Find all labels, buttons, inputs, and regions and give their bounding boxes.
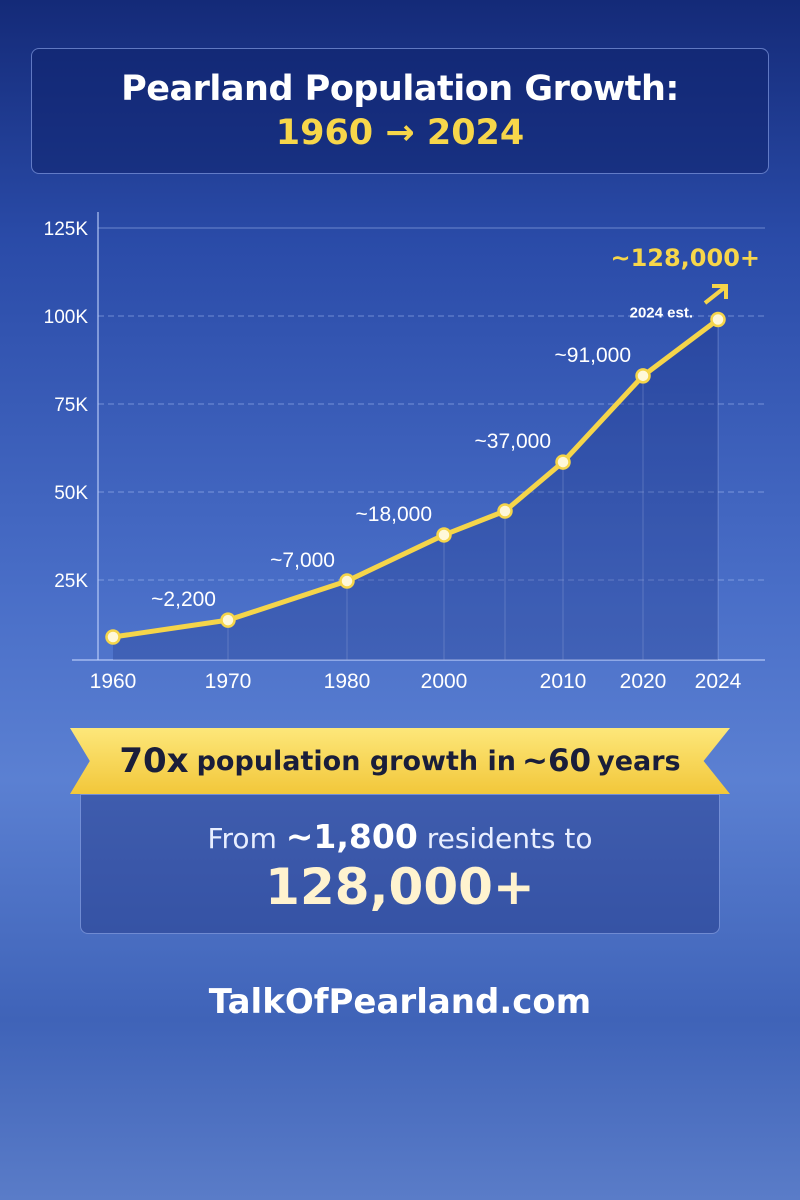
annotation-label: ~128,000+ [610,244,760,272]
data-point [436,527,452,543]
x-tick-label: 1970 [205,670,252,693]
summary-start: ~1,800 [285,817,418,856]
data-label: 2024 est. [630,305,693,322]
x-tick-label: 2000 [421,670,468,693]
x-tick-label: 2024 [695,670,742,693]
summary-end: 128,000+ [265,858,535,916]
x-tick-label: 1960 [90,670,137,693]
website-link[interactable]: TalkOfPearland.com [208,982,592,1022]
data-label: ~2,200 [151,588,216,611]
title-box: Pearland Population Growth: 1960 → 2024 [31,48,769,174]
data-point [555,454,571,470]
data-point [220,612,236,628]
x-tick-label: 1980 [324,670,371,693]
summary-from: From [207,822,277,855]
y-tick-label: 75K [54,395,88,416]
data-label: ~37,000 [475,430,552,453]
chart-subtitle: 1960 → 2024 [275,113,525,153]
banner-text-2: years [597,745,681,777]
data-point [710,311,726,328]
summary-box: From ~1,800 residents to 128,000+ [80,794,720,934]
data-label: ~91,000 [555,344,632,367]
banner-years: ~60 [521,743,592,779]
data-point [497,503,513,519]
growth-banner: 70x population growth in ~60 years [70,728,730,794]
line-chart: 25K 50K 75K 100K 125K 1960 1970 ~2,200 1980 ~7,00… [44,212,765,693]
data-label: ~18,000 [356,503,433,526]
summary-mid: residents to [426,822,593,855]
data-label: ~7,000 [270,549,335,572]
series-line [112,317,720,640]
chart-title: Pearland Population Growth: [121,69,679,109]
data-point [339,573,355,589]
arrow-up-icon [703,284,728,305]
data-point [635,368,651,384]
growth-multiplier: 70x [119,741,189,781]
y-tick-label: 125K [44,219,89,240]
x-tick-label: 2020 [620,670,667,693]
y-tick-label: 25K [54,571,88,592]
data-point [105,629,121,645]
y-tick-label: 50K [54,483,88,504]
banner-text-1: population growth in [196,745,516,777]
y-tick-label: 100K [44,307,89,328]
x-tick-label: 2010 [540,670,587,693]
area-fill [113,319,718,660]
